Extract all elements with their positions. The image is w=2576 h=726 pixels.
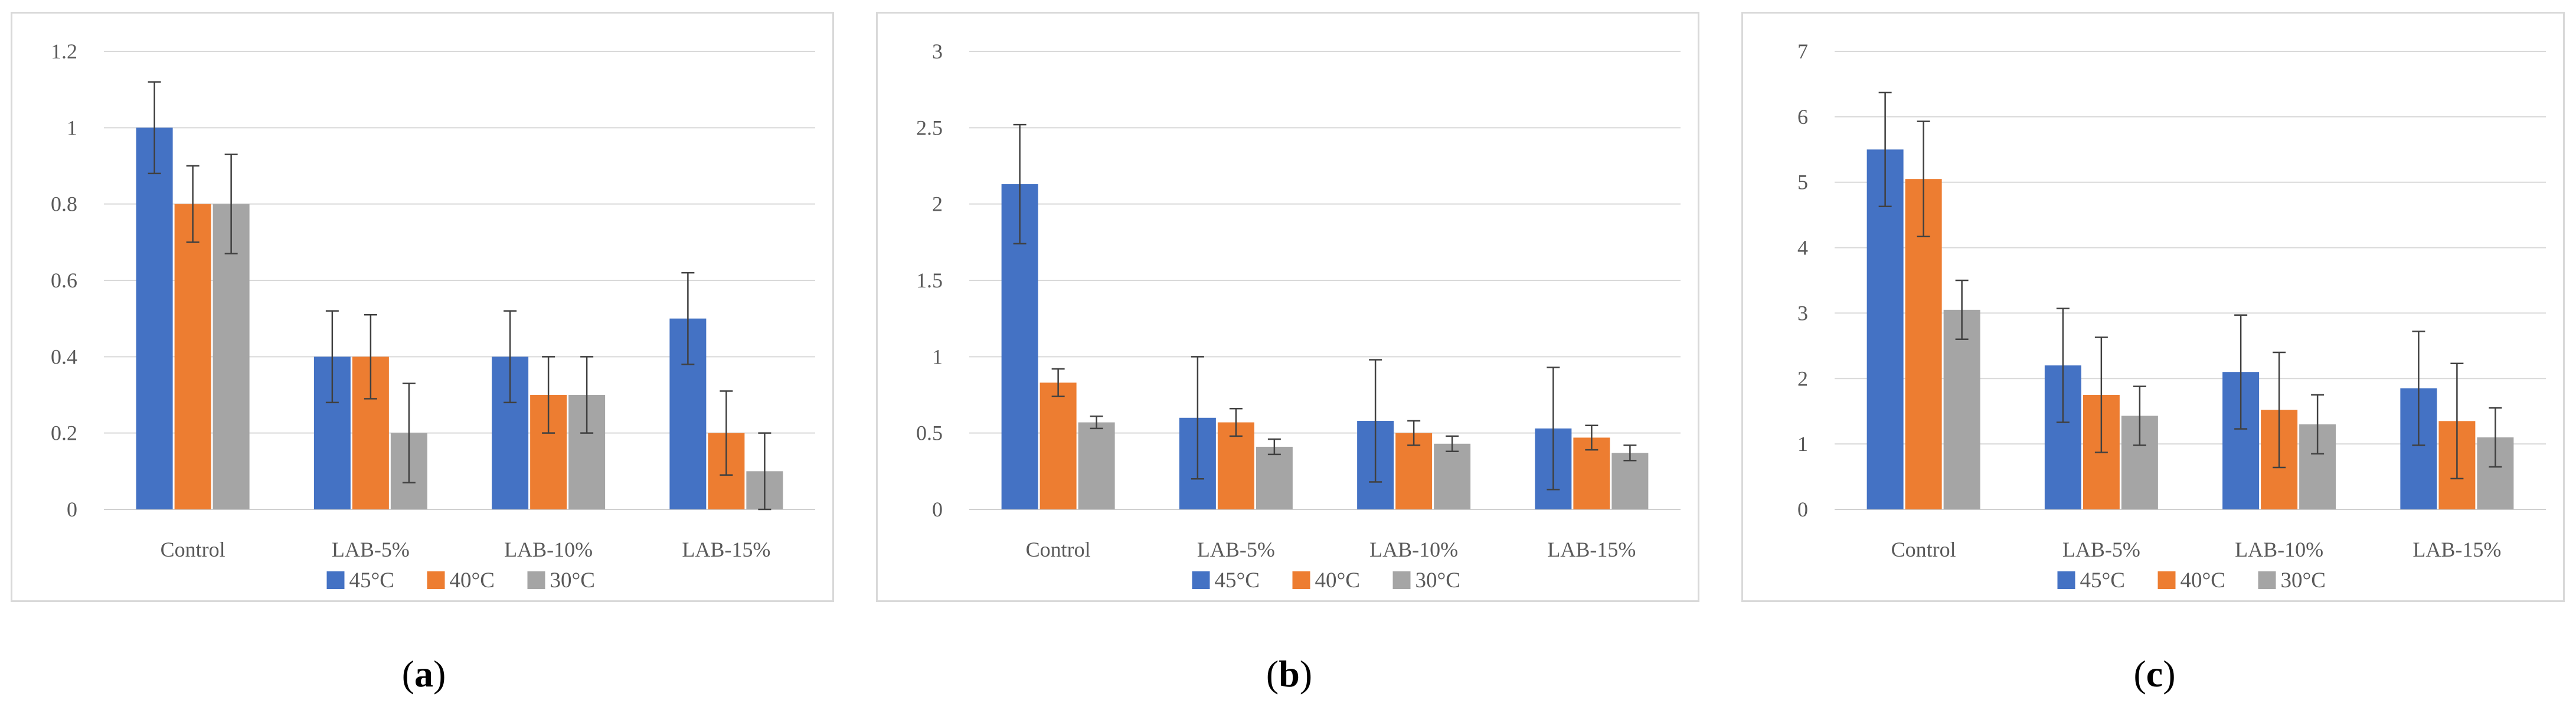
legend-label-a-0: 45°C	[349, 568, 394, 593]
y-tick-label-c-2: 2	[1797, 367, 1808, 390]
legend-label-b-2: 30°C	[1416, 568, 1460, 593]
bar-b-2-2	[1434, 443, 1471, 509]
bar-a-0-1	[174, 204, 211, 510]
caption-a-letter: a	[414, 653, 433, 695]
chart-panel-b: 0 0.5 1 1.5 2 2.5 3 Control LAB-5% LAB-10% LAB-15%…	[876, 12, 1699, 602]
legend-swatch-b-1	[1292, 571, 1310, 589]
legend-swatch-b-0	[1192, 571, 1210, 589]
legend-swatch-c-2	[2258, 571, 2276, 589]
chart-svg-a: 0 0.2 0.4 0.6 0.8 1 1.2 Control LAB-5% LAB-10% LAB…	[51, 40, 815, 593]
caption-b-letter: b	[1279, 653, 1300, 695]
bar-b-0-2	[1078, 422, 1115, 509]
y-tick-label-c-4: 4	[1797, 236, 1808, 260]
category-label-b-2: LAB-10%	[1369, 538, 1458, 561]
legend-swatch-a-2	[527, 571, 545, 589]
legend-label-b-1: 40°C	[1315, 568, 1360, 593]
legend-swatch-b-2	[1392, 571, 1411, 589]
chart-svg-b: 0 0.5 1 1.5 2 2.5 3 Control LAB-5% LAB-10% LAB-15%…	[916, 40, 1681, 593]
y-tick-label-a-1: 0.2	[51, 421, 77, 445]
legend-swatch-c-1	[2157, 571, 2176, 589]
bar-c-0-0	[1866, 149, 1904, 510]
caption-c: (c)	[2133, 653, 2176, 695]
y-tick-label-a-3: 0.6	[51, 269, 77, 292]
category-label-a-3: LAB-15%	[682, 538, 770, 561]
category-label-a-2: LAB-10%	[504, 538, 593, 561]
y-tick-label-a-4: 0.8	[51, 192, 77, 216]
chart-panel-a: 0 0.2 0.4 0.6 0.8 1 1.2 Control LAB-5% LAB-10% LAB…	[11, 12, 834, 602]
bar-b-3-2	[1611, 453, 1649, 509]
legend-label-a-2: 30°C	[550, 568, 595, 593]
caption-c-letter: c	[2146, 653, 2163, 695]
y-tick-label-a-0: 0	[67, 498, 77, 521]
category-label-c-1: LAB-5%	[2062, 538, 2140, 561]
legend-swatch-a-1	[427, 571, 445, 589]
category-label-a-1: LAB-5%	[332, 538, 410, 561]
legend-label-c-2: 30°C	[2281, 568, 2326, 593]
y-tick-label-c-7: 7	[1797, 40, 1808, 63]
category-label-c-0: Control	[1891, 538, 1956, 561]
bar-c-0-2	[1943, 309, 1980, 509]
y-tick-label-b-0: 0	[932, 498, 943, 521]
bar-b-1-1	[1217, 422, 1254, 509]
y-tick-label-a-5: 1	[67, 116, 77, 139]
legend-label-c-1: 40°C	[2181, 568, 2225, 593]
y-tick-label-c-6: 6	[1797, 105, 1808, 129]
y-tick-label-b-4: 2	[932, 192, 943, 216]
y-tick-label-b-3: 1.5	[916, 269, 943, 292]
category-label-b-1: LAB-5%	[1197, 538, 1275, 561]
chart-svg-c: 0 1 2 3 4 5 6 7 Control LAB-5% LAB-10% LAB-15% 45°C 4…	[1797, 40, 2546, 593]
y-tick-label-a-2: 0.4	[51, 345, 77, 368]
caption-b: (b)	[1266, 653, 1313, 695]
y-tick-label-a-6: 1.2	[51, 40, 77, 63]
legend-label-b-0: 45°C	[1215, 568, 1260, 593]
bar-a-0-0	[136, 127, 173, 510]
bar-a-0-2	[213, 204, 250, 510]
category-label-b-0: Control	[1026, 538, 1091, 561]
legend-label-a-1: 40°C	[450, 568, 495, 593]
legend-label-c-0: 45°C	[2080, 568, 2125, 593]
category-label-b-3: LAB-15%	[1547, 538, 1636, 561]
category-label-c-3: LAB-15%	[2412, 538, 2501, 561]
bar-b-1-2	[1256, 446, 1293, 509]
category-label-a-0: Control	[161, 538, 225, 561]
category-label-c-2: LAB-10%	[2235, 538, 2323, 561]
y-tick-label-b-2: 1	[932, 345, 943, 368]
y-tick-label-c-1: 1	[1797, 432, 1808, 456]
caption-a: (a)	[401, 653, 446, 695]
y-tick-label-c-5: 5	[1797, 171, 1808, 194]
bar-b-0-1	[1039, 382, 1077, 509]
y-tick-label-b-6: 3	[932, 40, 943, 63]
y-tick-label-c-0: 0	[1797, 498, 1808, 521]
legend-swatch-a-0	[326, 571, 345, 589]
legend-swatch-c-0	[2057, 571, 2075, 589]
y-tick-label-b-1: 0.5	[916, 421, 943, 445]
chart-panel-c: 0 1 2 3 4 5 6 7 Control LAB-5% LAB-10% LAB-15% 45°C 4…	[1741, 12, 2565, 602]
y-tick-label-b-5: 2.5	[916, 116, 943, 139]
y-tick-label-c-3: 3	[1797, 301, 1808, 325]
